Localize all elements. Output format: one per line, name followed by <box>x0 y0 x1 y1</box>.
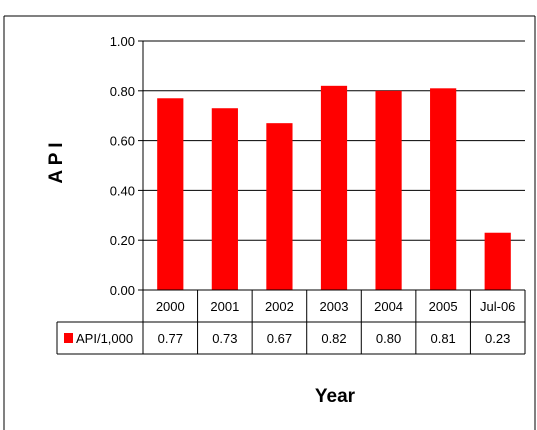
bar <box>211 108 238 290</box>
y-tick-label: 0.00 <box>110 283 135 298</box>
y-tick-label: 0.20 <box>110 233 135 248</box>
data-label: 0.23 <box>485 331 510 346</box>
x-axis-title: Year <box>315 386 356 407</box>
x-tick-label: Jul-06 <box>480 299 515 314</box>
y-tick-label: 0.80 <box>110 84 135 99</box>
data-label: 0.67 <box>267 331 292 346</box>
data-table: 2000 2001 2002 2003 2004 2005 Jul-06 0.77 0.73 0.… <box>56 289 526 355</box>
bar-series <box>157 85 511 291</box>
x-tick-label: 2000 <box>156 299 185 314</box>
x-tick-label: 2005 <box>429 299 458 314</box>
x-tick-label: 2001 <box>210 299 239 314</box>
x-tick-label: 2002 <box>265 299 294 314</box>
axes <box>138 40 144 354</box>
x-tick-label: 2004 <box>374 299 403 314</box>
data-label: 0.77 <box>158 331 183 346</box>
x-tick-label: 2003 <box>320 299 349 314</box>
y-axis-title: A P I <box>46 142 67 183</box>
bar <box>430 88 457 290</box>
legend-label: API/1,000 <box>76 331 133 346</box>
bar <box>157 98 184 291</box>
y-tick-labels: 0.00 0.20 0.40 0.60 0.80 1.00 <box>110 34 135 298</box>
data-label: 0.81 <box>430 331 455 346</box>
bar <box>320 85 348 290</box>
y-tick-label: 0.40 <box>110 183 135 198</box>
legend-swatch <box>64 333 73 343</box>
y-tick-label: 1.00 <box>110 34 135 49</box>
y-tick-label: 0.60 <box>110 134 135 149</box>
data-label: 0.73 <box>212 331 237 346</box>
bar <box>266 123 293 290</box>
data-label: 0.80 <box>376 331 401 346</box>
bar <box>375 90 402 290</box>
bar <box>484 232 511 290</box>
data-label: 0.82 <box>321 331 346 346</box>
